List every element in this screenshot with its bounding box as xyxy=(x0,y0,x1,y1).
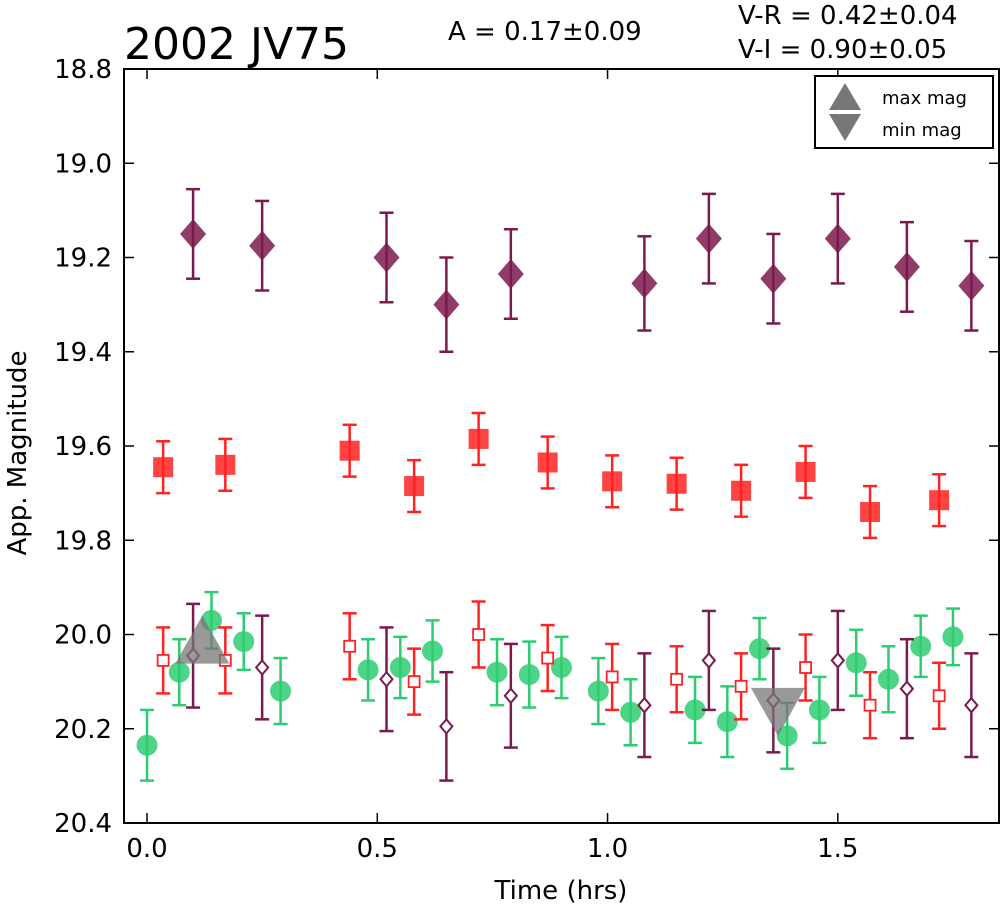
data-point-circle xyxy=(684,699,706,721)
data-point-circle xyxy=(587,680,609,702)
x-tick-label: 1.0 xyxy=(587,834,628,864)
y-tick-label: 18.8 xyxy=(54,55,112,85)
data-point-circle xyxy=(389,656,411,678)
y-tick-label: 20.0 xyxy=(54,621,112,651)
data-point-circle xyxy=(357,659,379,681)
data-point-open-diamond xyxy=(899,680,915,698)
y-tick-label: 19.4 xyxy=(54,338,112,368)
data-point-open-diamond xyxy=(830,651,846,669)
data-point-circle xyxy=(518,664,540,686)
min-mag-marker xyxy=(750,687,805,736)
data-point-circle xyxy=(942,626,964,648)
legend-max-marker xyxy=(829,83,861,110)
amplitude-annotation: A = 0.17±0.09 xyxy=(448,17,642,47)
x-tick-label: 0.0 xyxy=(126,834,167,864)
data-point-open-diamond xyxy=(964,696,979,714)
data-point-square xyxy=(215,454,236,475)
data-point-diamond xyxy=(824,223,851,254)
data-point-circle xyxy=(233,631,255,653)
data-point-diamond xyxy=(958,270,985,301)
plot-frame xyxy=(123,68,1000,824)
data-point-circle xyxy=(422,640,444,662)
data-point-open-diamond xyxy=(254,658,270,677)
data-point-circle xyxy=(486,661,508,683)
data-point-open-diamond xyxy=(379,670,394,688)
data-point-circle xyxy=(270,680,292,702)
y-tick-label: 19.8 xyxy=(54,526,112,556)
x-axis-ticks: 0.0 0.5 1.0 1.5 xyxy=(126,69,858,864)
data-point-diamond xyxy=(249,230,276,261)
data-point-circle xyxy=(776,725,798,747)
data-point-diamond xyxy=(760,263,787,294)
data-point-circle xyxy=(910,635,932,657)
data-point-square xyxy=(795,461,816,482)
data-point-open-diamond xyxy=(637,696,652,714)
data-point-circle xyxy=(716,711,738,733)
data-point-square xyxy=(404,476,425,497)
data-point-circle xyxy=(168,661,190,683)
data-point-open-square xyxy=(734,679,748,693)
x-tick-label: 0.5 xyxy=(357,834,398,864)
data-point-square xyxy=(731,480,752,501)
legend: max mag min mag xyxy=(814,75,994,149)
data-point-diamond xyxy=(893,251,920,282)
data-point-diamond xyxy=(497,258,524,289)
y-tick-label: 19.6 xyxy=(54,432,112,462)
data-point-open-square xyxy=(932,689,946,703)
x-tick-label: 1.5 xyxy=(817,834,858,864)
data-point-diamond xyxy=(433,289,460,320)
data-point-circle xyxy=(551,656,572,678)
data-point-diamond xyxy=(373,242,400,273)
data-points xyxy=(136,187,985,782)
data-point-diamond xyxy=(631,268,658,299)
data-point-square xyxy=(468,428,489,449)
data-point-open-square xyxy=(670,672,684,686)
chart-title: 2002 JV75 xyxy=(124,19,349,70)
data-point-circle xyxy=(136,734,158,756)
max-mag-marker xyxy=(175,615,230,664)
y-axis-ticks: 18.8 19.0 19.2 19.4 19.6 19.8 20.0 20.2 20.4 xyxy=(54,55,999,839)
data-point-open-diamond xyxy=(439,717,454,735)
data-point-square xyxy=(666,473,687,494)
data-point-open-diamond xyxy=(503,687,519,705)
x-axis-label: Time (hrs) xyxy=(494,876,628,904)
data-point-open-square xyxy=(343,639,357,653)
data-point-square xyxy=(153,457,174,478)
data-point-square xyxy=(602,471,623,492)
data-point-open-square xyxy=(472,628,486,641)
vr-annotation: V-R = 0.42±0.04 xyxy=(738,1,958,31)
data-point-square xyxy=(860,501,881,522)
data-point-circle xyxy=(845,652,867,674)
data-point-circle xyxy=(620,701,642,723)
legend-min-marker xyxy=(829,114,861,141)
y-tick-label: 20.4 xyxy=(54,809,112,839)
data-point-open-square xyxy=(407,675,421,689)
data-point-open-square xyxy=(799,661,812,674)
data-point-open-square xyxy=(156,654,170,667)
data-point-open-square xyxy=(863,698,877,712)
legend-min-label: min mag xyxy=(882,120,962,141)
data-point-square xyxy=(929,490,950,511)
y-axis-label: App. Magnitude xyxy=(3,350,33,555)
y-tick-label: 20.2 xyxy=(54,715,112,745)
data-point-diamond xyxy=(180,218,207,249)
extrema-markers xyxy=(175,615,805,736)
data-point-circle xyxy=(877,668,899,690)
data-point-open-square xyxy=(605,670,619,684)
data-point-circle xyxy=(808,699,830,721)
data-point-square xyxy=(537,452,558,473)
data-point-diamond xyxy=(695,223,722,254)
y-tick-label: 19.2 xyxy=(54,244,112,274)
vi-annotation: V-I = 0.90±0.05 xyxy=(738,35,947,65)
data-point-open-square xyxy=(541,651,555,665)
data-point-circle xyxy=(749,638,771,660)
data-point-open-diamond xyxy=(701,651,717,669)
y-tick-label: 19.0 xyxy=(54,149,112,179)
data-point-square xyxy=(339,440,360,461)
legend-max-label: max mag xyxy=(882,88,967,109)
